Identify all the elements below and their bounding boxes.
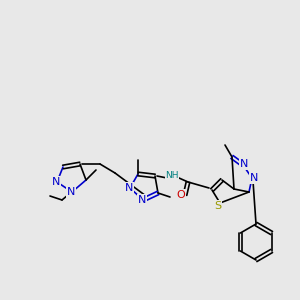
Text: N: N xyxy=(125,183,133,193)
Text: N: N xyxy=(250,173,258,183)
Text: N: N xyxy=(67,187,75,197)
Text: N: N xyxy=(240,159,248,169)
Text: S: S xyxy=(214,201,222,211)
Text: N: N xyxy=(52,177,60,187)
Text: NH: NH xyxy=(165,172,179,181)
Text: N: N xyxy=(138,195,146,205)
Text: O: O xyxy=(177,190,185,200)
